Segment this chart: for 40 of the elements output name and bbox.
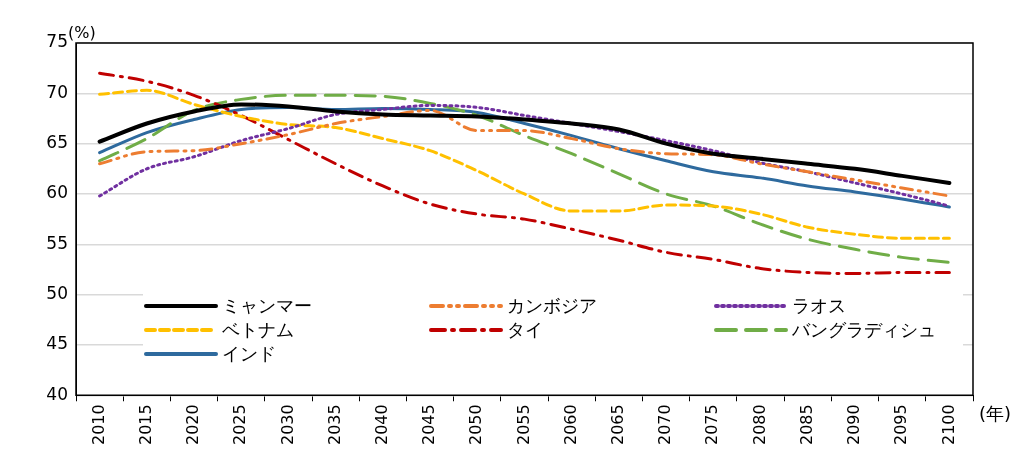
legend-label: インド: [222, 342, 276, 366]
x-tick-label: 2020: [183, 404, 203, 445]
line-series: [97, 102, 952, 185]
line-series: [98, 71, 951, 275]
line-series: [98, 88, 951, 240]
legend-label: タイ: [507, 318, 543, 342]
x-tick-label: 2050: [466, 404, 486, 445]
x-tick-label: 2045: [419, 404, 439, 445]
x-tick-label: 2030: [277, 404, 297, 445]
y-tick-label: 45: [46, 333, 68, 354]
x-tick-label: 2090: [844, 404, 864, 445]
x-tick-label: 2010: [88, 404, 108, 445]
x-tick-label: 2040: [372, 404, 392, 445]
legend-label: ラオス: [792, 294, 846, 318]
x-tick-label: 2025: [230, 404, 250, 445]
x-tick-label: 2015: [135, 404, 155, 445]
x-tick-label: 2080: [749, 404, 769, 445]
x-tick-label: 2085: [796, 404, 816, 445]
legend-label: ミャンマー: [222, 294, 312, 318]
y-axis-title: (%): [68, 23, 96, 43]
x-tick-label: 2060: [560, 404, 580, 445]
legend-label: カンボジア: [507, 294, 597, 318]
line-series: [98, 93, 951, 264]
legend-label: ベトナム: [222, 318, 294, 342]
x-tick-label: 2070: [655, 404, 675, 445]
x-axis-title: (年): [979, 402, 1012, 424]
y-tick-label: 70: [46, 81, 68, 102]
legend-label: バングラディシュ: [792, 318, 936, 342]
y-tick-label: 50: [46, 283, 68, 304]
y-tick-label: 65: [46, 132, 68, 153]
y-tick-label: 60: [46, 182, 68, 203]
x-tick-label: 2035: [324, 404, 344, 445]
x-tick-label: 2055: [513, 404, 533, 445]
y-tick-label: 55: [46, 232, 68, 253]
y-tick-label: 75: [46, 31, 68, 52]
x-tick-label: 2100: [938, 404, 958, 445]
x-tick-label: 2075: [702, 404, 722, 445]
y-tick-label: 40: [46, 383, 68, 404]
x-tick-label: 2065: [608, 404, 628, 445]
x-tick-label: 2095: [891, 404, 911, 445]
